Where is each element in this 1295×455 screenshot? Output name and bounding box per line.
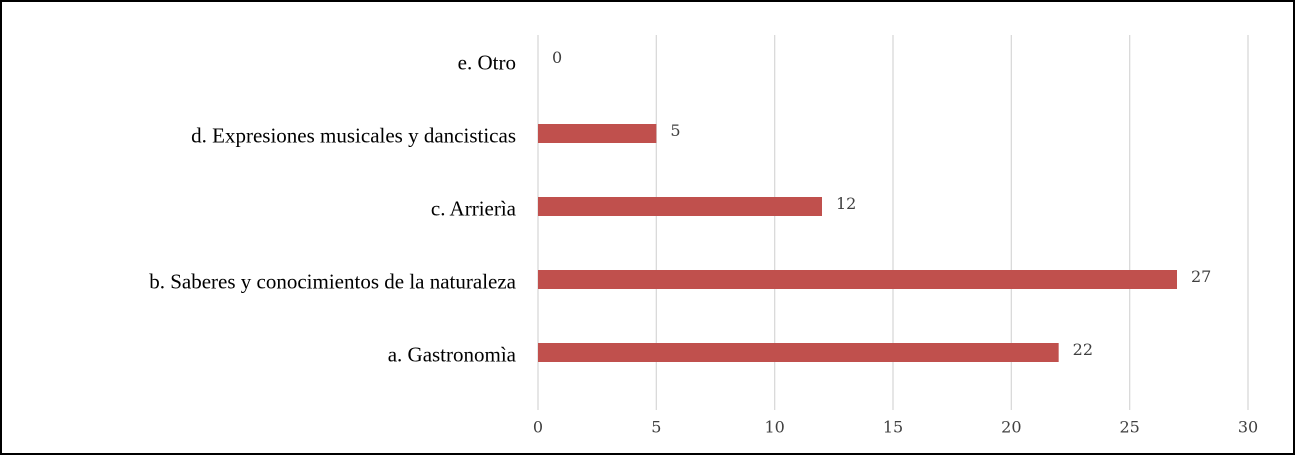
- value-label: 27: [1191, 267, 1211, 286]
- x-tick-label: 15: [883, 418, 903, 437]
- bar: [538, 270, 1177, 289]
- bar: [538, 197, 822, 216]
- x-tick-label: 0: [533, 418, 543, 437]
- bar: [538, 124, 657, 143]
- y-tick-label: a. Gastronomìa: [388, 342, 517, 366]
- bar: [538, 343, 1059, 362]
- x-tick-label: 20: [1001, 418, 1021, 437]
- y-tick-label: b. Saberes y conocimientos de la natural…: [149, 269, 516, 293]
- value-label: 12: [836, 194, 856, 213]
- value-label: 22: [1073, 340, 1093, 359]
- value-label: 5: [670, 121, 680, 140]
- x-tick-label: 5: [651, 418, 661, 437]
- y-tick-label: d. Expresiones musicales y dancisticas: [191, 123, 516, 147]
- y-tick-label: e. Otro: [458, 50, 516, 74]
- x-tick-label: 10: [764, 418, 784, 437]
- y-tick-label: c. Arrierìa: [431, 196, 517, 220]
- x-tick-label: 25: [1119, 418, 1139, 437]
- value-label: 0: [552, 48, 562, 67]
- x-tick-label: 30: [1238, 418, 1258, 437]
